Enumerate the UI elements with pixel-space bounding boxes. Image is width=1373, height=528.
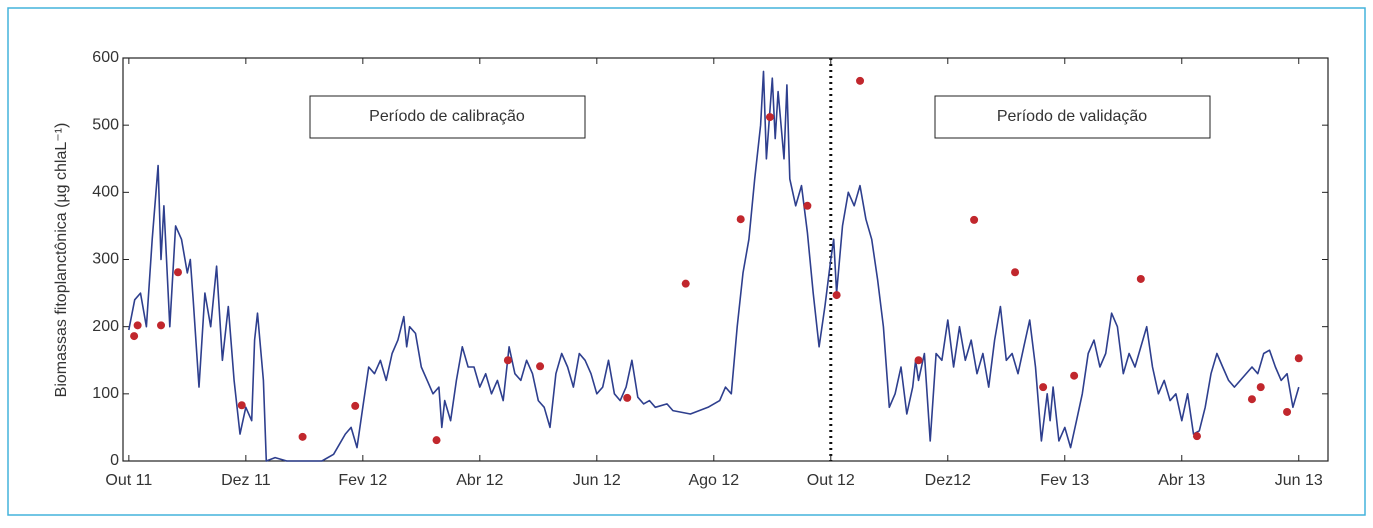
x-tick-label: Jun 12 xyxy=(573,472,621,489)
x-tick-label: Fev 12 xyxy=(338,472,387,489)
annotation-box xyxy=(934,95,1211,139)
annotation: Período de calibração xyxy=(369,108,525,125)
x-tick-label: Jun 13 xyxy=(1275,472,1323,489)
y-tick-label: 400 xyxy=(92,184,119,201)
observed-point xyxy=(1283,407,1292,416)
y-axis-label: Biomassas fitoplanctônica (µg chlaL⁻¹) xyxy=(53,123,70,398)
observed-point xyxy=(133,321,142,330)
observed-point xyxy=(503,356,512,365)
x-tick-label: Out 12 xyxy=(807,472,855,489)
observed-point xyxy=(914,356,923,365)
observed-point xyxy=(1070,371,1079,380)
observed-point xyxy=(1011,268,1020,277)
y-tick-label: 100 xyxy=(92,385,119,402)
x-tick-label: Abr 12 xyxy=(456,472,503,489)
observed-point xyxy=(832,291,841,300)
observed-point xyxy=(1256,383,1265,392)
observed-point xyxy=(623,393,632,402)
observed-point xyxy=(970,215,979,224)
x-tick-label: Dez 11 xyxy=(221,472,271,489)
y-tick-label: 600 xyxy=(92,49,119,66)
y-tick-label: 0 xyxy=(110,452,119,469)
simulated-line xyxy=(128,70,1300,462)
observed-point xyxy=(298,432,307,441)
observed-point xyxy=(1136,274,1145,283)
observed-point xyxy=(736,215,745,224)
y-tick-label: 200 xyxy=(92,318,119,335)
y-tick-label: 500 xyxy=(92,116,119,133)
x-tick-label: Abr 13 xyxy=(1158,472,1205,489)
observed-point xyxy=(351,401,360,410)
observed-point xyxy=(1039,383,1048,392)
x-tick-label: Ago 12 xyxy=(688,472,739,489)
annotation: Período de validação xyxy=(997,108,1147,125)
observed-point xyxy=(432,436,441,445)
observed-point xyxy=(681,279,690,288)
observed-point xyxy=(1294,354,1303,363)
observed-point xyxy=(237,401,246,410)
observed-point xyxy=(1192,432,1201,441)
observed-point xyxy=(765,113,774,122)
observed-point xyxy=(803,201,812,210)
observed-point xyxy=(173,268,182,277)
x-tick-label: Fev 13 xyxy=(1040,472,1089,489)
x-tick-label: Out 11 xyxy=(105,472,152,489)
x-tick-label: Dez12 xyxy=(925,472,971,489)
observed-point xyxy=(130,332,139,341)
annotation-box xyxy=(309,95,586,139)
y-tick-label: 300 xyxy=(92,251,119,268)
frame xyxy=(7,7,1366,516)
observed-point xyxy=(157,321,166,330)
observed-point xyxy=(536,362,545,371)
observed-point xyxy=(856,76,865,85)
observed-point xyxy=(1247,395,1256,404)
